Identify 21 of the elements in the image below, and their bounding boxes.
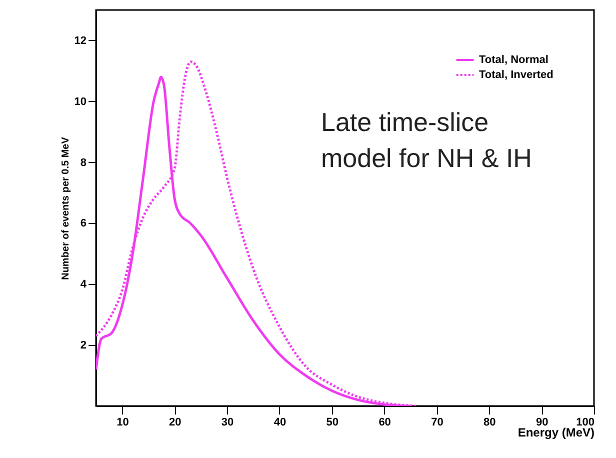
- x-axis-title: Energy (MeV): [518, 426, 594, 440]
- x-tick-label: 60: [378, 416, 391, 428]
- x-tick-label: 70: [431, 416, 444, 428]
- y-tick-label: 2: [80, 340, 86, 352]
- legend-label: Total, Inverted: [479, 69, 554, 81]
- x-tick-label: 90: [536, 416, 548, 428]
- x-tick-label: 100: [576, 416, 594, 428]
- y-tick-label: 8: [80, 156, 86, 169]
- y-axis-title: Number of events per 0.5 MeV: [60, 136, 72, 280]
- legend-label: Total, Normal: [479, 54, 548, 66]
- y-tick-label: 6: [80, 218, 86, 230]
- x-tick-label: 40: [274, 416, 286, 428]
- y-tick-label: 4: [80, 278, 88, 291]
- x-tick-label: 20: [169, 416, 182, 428]
- annotation: Late time-slice model for NH & IH: [321, 107, 532, 173]
- x-tick-label: 30: [221, 416, 234, 428]
- y-tick-label: 10: [74, 96, 86, 108]
- x-tick-label: 10: [116, 416, 129, 428]
- x-tick-label: 50: [326, 416, 339, 428]
- x-tick-label: 80: [484, 416, 496, 428]
- y-tick-label: 12: [74, 34, 86, 47]
